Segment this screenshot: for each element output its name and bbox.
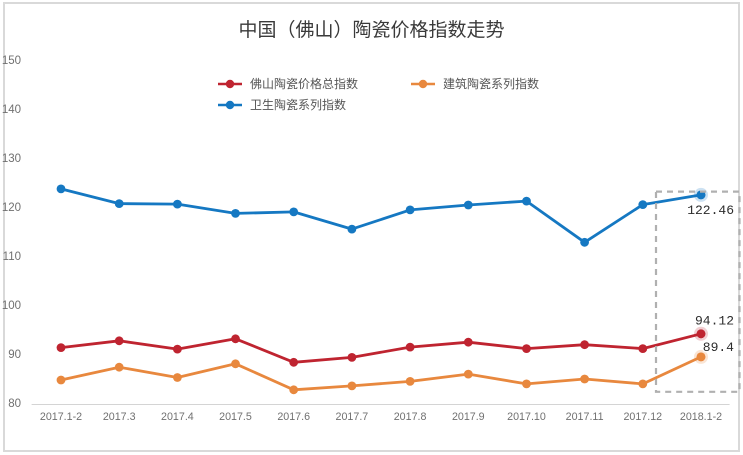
svg-text:2017.9: 2017.9 bbox=[452, 411, 485, 423]
svg-text:2017.3: 2017.3 bbox=[103, 411, 136, 423]
svg-text:130: 130 bbox=[2, 153, 21, 165]
svg-text:2018.1-2: 2018.1-2 bbox=[680, 411, 722, 423]
svg-text:94.12: 94.12 bbox=[695, 313, 734, 328]
svg-text:建筑陶瓷系列指数: 建筑陶瓷系列指数 bbox=[443, 76, 539, 91]
svg-text:90: 90 bbox=[8, 349, 21, 361]
svg-text:80: 80 bbox=[8, 398, 21, 410]
svg-text:2017.7: 2017.7 bbox=[336, 411, 369, 423]
svg-text:卫生陶瓷系列指数: 卫生陶瓷系列指数 bbox=[250, 97, 346, 112]
svg-text:122.46: 122.46 bbox=[687, 203, 734, 218]
svg-text:2017.11: 2017.11 bbox=[566, 411, 604, 423]
svg-text:佛山陶瓷价格总指数: 佛山陶瓷价格总指数 bbox=[250, 76, 358, 91]
svg-text:110: 110 bbox=[3, 251, 21, 263]
svg-text:150: 150 bbox=[2, 55, 21, 67]
svg-text:140: 140 bbox=[2, 104, 21, 116]
svg-text:2017.12: 2017.12 bbox=[623, 411, 662, 423]
svg-text:2017.6: 2017.6 bbox=[277, 411, 310, 423]
svg-text:2017.4: 2017.4 bbox=[161, 411, 194, 423]
svg-text:89.4: 89.4 bbox=[703, 340, 734, 355]
svg-text:120: 120 bbox=[2, 202, 21, 214]
svg-text:2017.1-2: 2017.1-2 bbox=[40, 411, 82, 423]
svg-text:2017.8: 2017.8 bbox=[394, 411, 427, 423]
svg-text:2017.5: 2017.5 bbox=[219, 411, 252, 423]
svg-text:2017.10: 2017.10 bbox=[507, 411, 546, 423]
svg-text:100: 100 bbox=[2, 300, 21, 312]
